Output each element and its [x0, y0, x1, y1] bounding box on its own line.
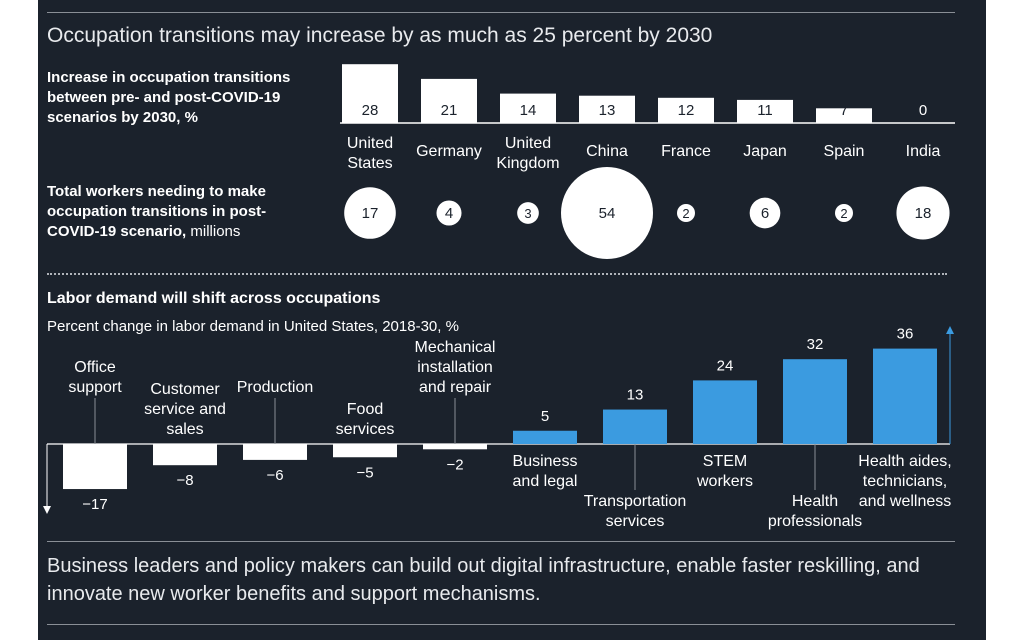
bar-value-label: 14	[520, 102, 537, 119]
occupation-label: Production	[237, 379, 314, 396]
workers-bubble	[436, 200, 462, 226]
bar-transitions	[658, 97, 714, 123]
country-label: China	[586, 143, 628, 160]
country-label: United Kingdom	[496, 135, 559, 172]
workers-value-label: 2	[840, 206, 847, 221]
bar-value-label: 12	[678, 102, 695, 119]
bar-transitions	[579, 95, 635, 123]
occupation-label: STEM workers	[696, 453, 753, 490]
total-workers-label: Total workers needing to make occupation…	[47, 182, 317, 242]
footer-rule-bottom	[47, 624, 955, 625]
country-label: Germany	[416, 143, 482, 160]
occupation-label: Office support	[68, 359, 122, 396]
country-label: India	[906, 143, 941, 160]
bar-value-label: 0	[919, 102, 927, 119]
occupation-label: Food services	[336, 401, 395, 438]
occupation-bar	[603, 409, 667, 444]
bar-transitions	[816, 108, 872, 123]
total-workers-label-unit: millions	[186, 223, 241, 240]
country-label: France	[661, 143, 711, 160]
workers-value-label: 3	[524, 206, 531, 221]
occupation-bar	[423, 444, 487, 450]
bar-value-label: 21	[441, 102, 458, 119]
footer-rule-top	[47, 541, 955, 542]
country-chart: 28 United States 17 21 Germany 4 14 United Kingdo…	[340, 64, 955, 259]
labor-demand-subtitle: Percent change in labor demand in United…	[47, 318, 459, 335]
labor-demand-title: Labor demand will shift across occupatio…	[47, 290, 381, 307]
workers-bubble	[344, 187, 396, 239]
workers-bubble	[561, 167, 653, 259]
bar-value-label: 28	[362, 102, 379, 119]
workers-bubble	[896, 186, 950, 240]
occupation-value-label: −5	[356, 464, 373, 481]
workers-value-label: 6	[761, 205, 769, 222]
country-label: Japan	[743, 143, 787, 160]
occupation-label: Transportation services	[584, 493, 687, 530]
workers-bubble	[677, 204, 695, 222]
up-arrow-icon	[946, 326, 954, 334]
occupation-label: Mechanical installation and repair	[415, 339, 496, 396]
section-divider	[47, 273, 947, 275]
workers-value-label: 17	[362, 205, 379, 222]
bar-transitions	[737, 99, 793, 123]
occupation-value-label: −2	[446, 456, 463, 473]
bar-transitions	[342, 64, 398, 123]
occupation-value-label: 36	[897, 326, 914, 343]
occupation-bar	[333, 444, 397, 458]
occupation-label: Business and legal	[513, 453, 578, 490]
workers-value-label: 18	[915, 205, 932, 222]
occupation-label: Health aides, technicians, and wellness	[858, 453, 951, 510]
bar-value-label: 13	[599, 102, 616, 119]
occupation-bar	[693, 380, 757, 444]
bar-transitions	[421, 78, 477, 123]
bar-value-label: 11	[757, 102, 773, 119]
occupation-bar	[153, 444, 217, 466]
occupation-value-label: −17	[82, 496, 107, 513]
labor-demand-chart: −17 Office support −8 Customer service and sal…	[43, 326, 954, 530]
page-title: Occupation transitions may increase by a…	[47, 24, 713, 47]
workers-value-label: 4	[445, 205, 453, 222]
occupation-bar	[513, 430, 577, 444]
occupation-value-label: 5	[541, 408, 549, 425]
occupation-value-label: 32	[807, 336, 824, 353]
total-workers-label-bold: Total workers needing to make occupation…	[47, 183, 267, 240]
top-rule	[47, 12, 955, 13]
workers-value-label: 54	[599, 205, 616, 222]
occupation-value-label: −8	[176, 472, 193, 489]
workers-value-label: 2	[682, 206, 689, 221]
occupation-label: Customer service and sales	[144, 381, 226, 438]
country-label: Spain	[824, 143, 865, 160]
workers-bubble	[749, 197, 781, 229]
occupation-value-label: −6	[266, 467, 283, 484]
occupation-bar	[243, 444, 307, 460]
country-label: United States	[347, 135, 393, 172]
bar-transitions	[500, 93, 556, 123]
workers-bubble	[835, 204, 853, 222]
occupation-value-label: 13	[627, 387, 644, 404]
bar-value-label: 7	[840, 102, 848, 119]
transitions-increase-label: Increase in occupation transitions betwe…	[47, 69, 291, 126]
footer-text: Business leaders and policy makers can b…	[47, 555, 920, 605]
down-arrow-icon	[43, 506, 51, 514]
occupation-bar	[873, 348, 937, 444]
occupation-value-label: 24	[717, 357, 734, 374]
occupation-bar	[63, 444, 127, 490]
occupation-bar	[783, 359, 847, 444]
workers-bubble	[517, 202, 539, 224]
occupation-label: Health professionals	[768, 493, 862, 530]
